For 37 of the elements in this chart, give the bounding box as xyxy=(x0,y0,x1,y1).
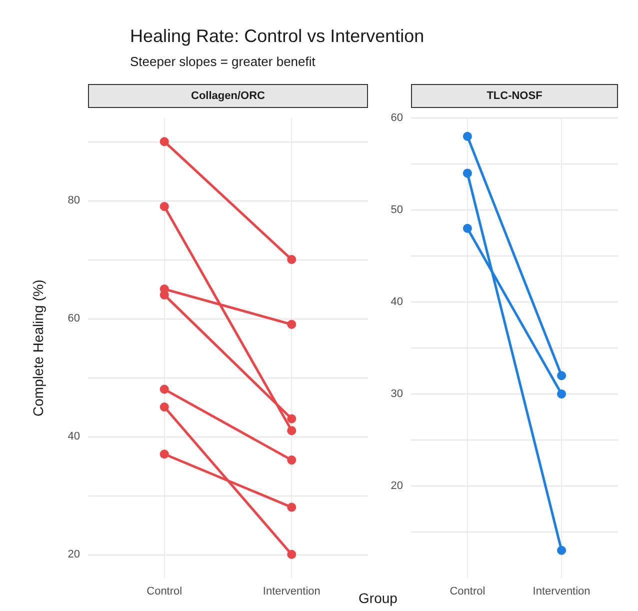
point xyxy=(160,202,169,211)
point xyxy=(462,168,472,178)
text: Steeper slopes = greater benefit xyxy=(130,54,316,69)
y-tick-label: 20 xyxy=(390,480,403,492)
x-tick-label: Control xyxy=(146,586,182,598)
point xyxy=(160,450,169,459)
y-tick-label: 20 xyxy=(68,548,80,560)
point xyxy=(287,550,296,559)
point xyxy=(287,456,296,465)
point xyxy=(160,384,169,394)
y-tick-label: 40 xyxy=(68,430,80,442)
y-tick-label: 80 xyxy=(68,194,80,207)
point xyxy=(287,426,296,436)
point xyxy=(287,255,296,264)
y-axis-title: Complete Healing (%) xyxy=(30,280,46,416)
point xyxy=(462,132,472,141)
point xyxy=(462,224,472,233)
y-tick-label: 60 xyxy=(68,312,80,325)
point xyxy=(557,546,566,555)
chart-title: TLC-NOSF xyxy=(411,84,618,108)
point xyxy=(160,137,169,146)
chart-title: Collagen/ORC xyxy=(88,84,368,108)
point xyxy=(160,402,169,412)
y-tick-label: 60 xyxy=(390,112,403,124)
point xyxy=(557,371,566,380)
point xyxy=(557,390,566,398)
y-tick-label: 50 xyxy=(390,204,403,216)
y-tick-label: 40 xyxy=(390,296,403,308)
point xyxy=(287,502,296,512)
y-tick-label: 30 xyxy=(390,388,403,400)
x-axis-title: Group xyxy=(358,590,398,606)
point xyxy=(287,320,296,329)
x-tick-label: Control xyxy=(450,586,486,598)
x-tick-label: Intervention xyxy=(262,586,320,598)
x-tick-label: Intervention xyxy=(532,586,590,598)
text: Healing Rate: Control vs Intervention xyxy=(130,26,424,47)
point xyxy=(287,414,296,424)
